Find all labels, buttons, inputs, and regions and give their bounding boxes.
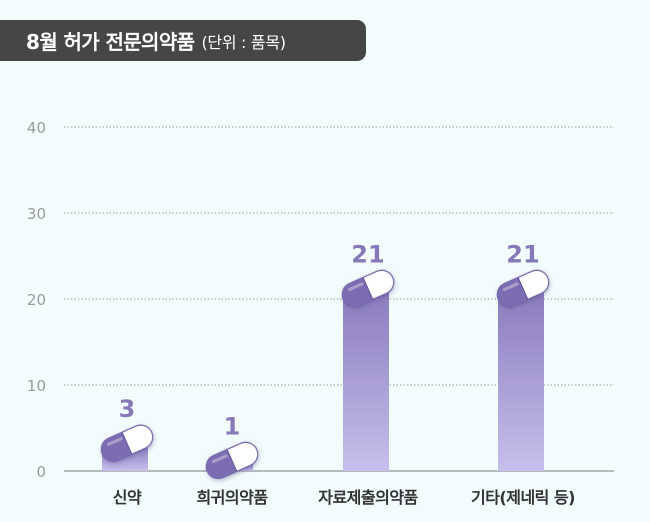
capsule-highlight bbox=[211, 454, 228, 464]
capsule-dark-half bbox=[101, 432, 132, 462]
y-tick-label: 0 bbox=[36, 463, 46, 481]
capsule-dark-half bbox=[342, 277, 373, 307]
category-label: 희귀의약품 bbox=[196, 488, 268, 507]
capsule-icon bbox=[341, 269, 395, 308]
category-label: 신약 bbox=[113, 488, 142, 507]
capsule-seam bbox=[226, 449, 238, 472]
category-label: 기타(제네릭 등) bbox=[471, 488, 575, 507]
y-tick-label: 10 bbox=[27, 377, 46, 395]
capsule-highlight bbox=[347, 282, 364, 292]
y-tick-label: 30 bbox=[27, 205, 46, 223]
capsule-dark-half bbox=[497, 277, 528, 307]
capsule-highlight bbox=[106, 437, 123, 446]
category-label: 자료제출의약품 bbox=[318, 488, 418, 507]
capsule-seam bbox=[362, 277, 374, 300]
value-label: 3 bbox=[119, 395, 136, 423]
capsule-highlight bbox=[502, 282, 519, 292]
capsule-dark-half bbox=[206, 449, 237, 479]
value-label: 21 bbox=[351, 240, 384, 268]
label-layer: 3 신약 1 희귀의약품 21 자료제출의약품 21 기타(제네릭 등) bbox=[113, 240, 576, 507]
capsule-icon bbox=[100, 424, 154, 462]
bar-layer bbox=[100, 269, 550, 480]
capsule-seam bbox=[517, 277, 529, 300]
capsule-seam bbox=[121, 432, 133, 455]
capsule-icon bbox=[496, 269, 550, 308]
y-tick-label: 20 bbox=[27, 291, 46, 309]
unit-label: (단위 : 품목) bbox=[201, 32, 286, 52]
value-label: 21 bbox=[506, 240, 539, 268]
value-label: 1 bbox=[224, 412, 241, 440]
chart-title: 8월 허가 전문의약품 bbox=[26, 30, 195, 54]
bar bbox=[498, 290, 544, 471]
title-banner: 8월 허가 전문의약품 (단위 : 품목) bbox=[0, 20, 366, 61]
y-tick-label: 40 bbox=[27, 119, 46, 137]
bar bbox=[343, 290, 389, 471]
capsule-icon bbox=[205, 441, 259, 480]
